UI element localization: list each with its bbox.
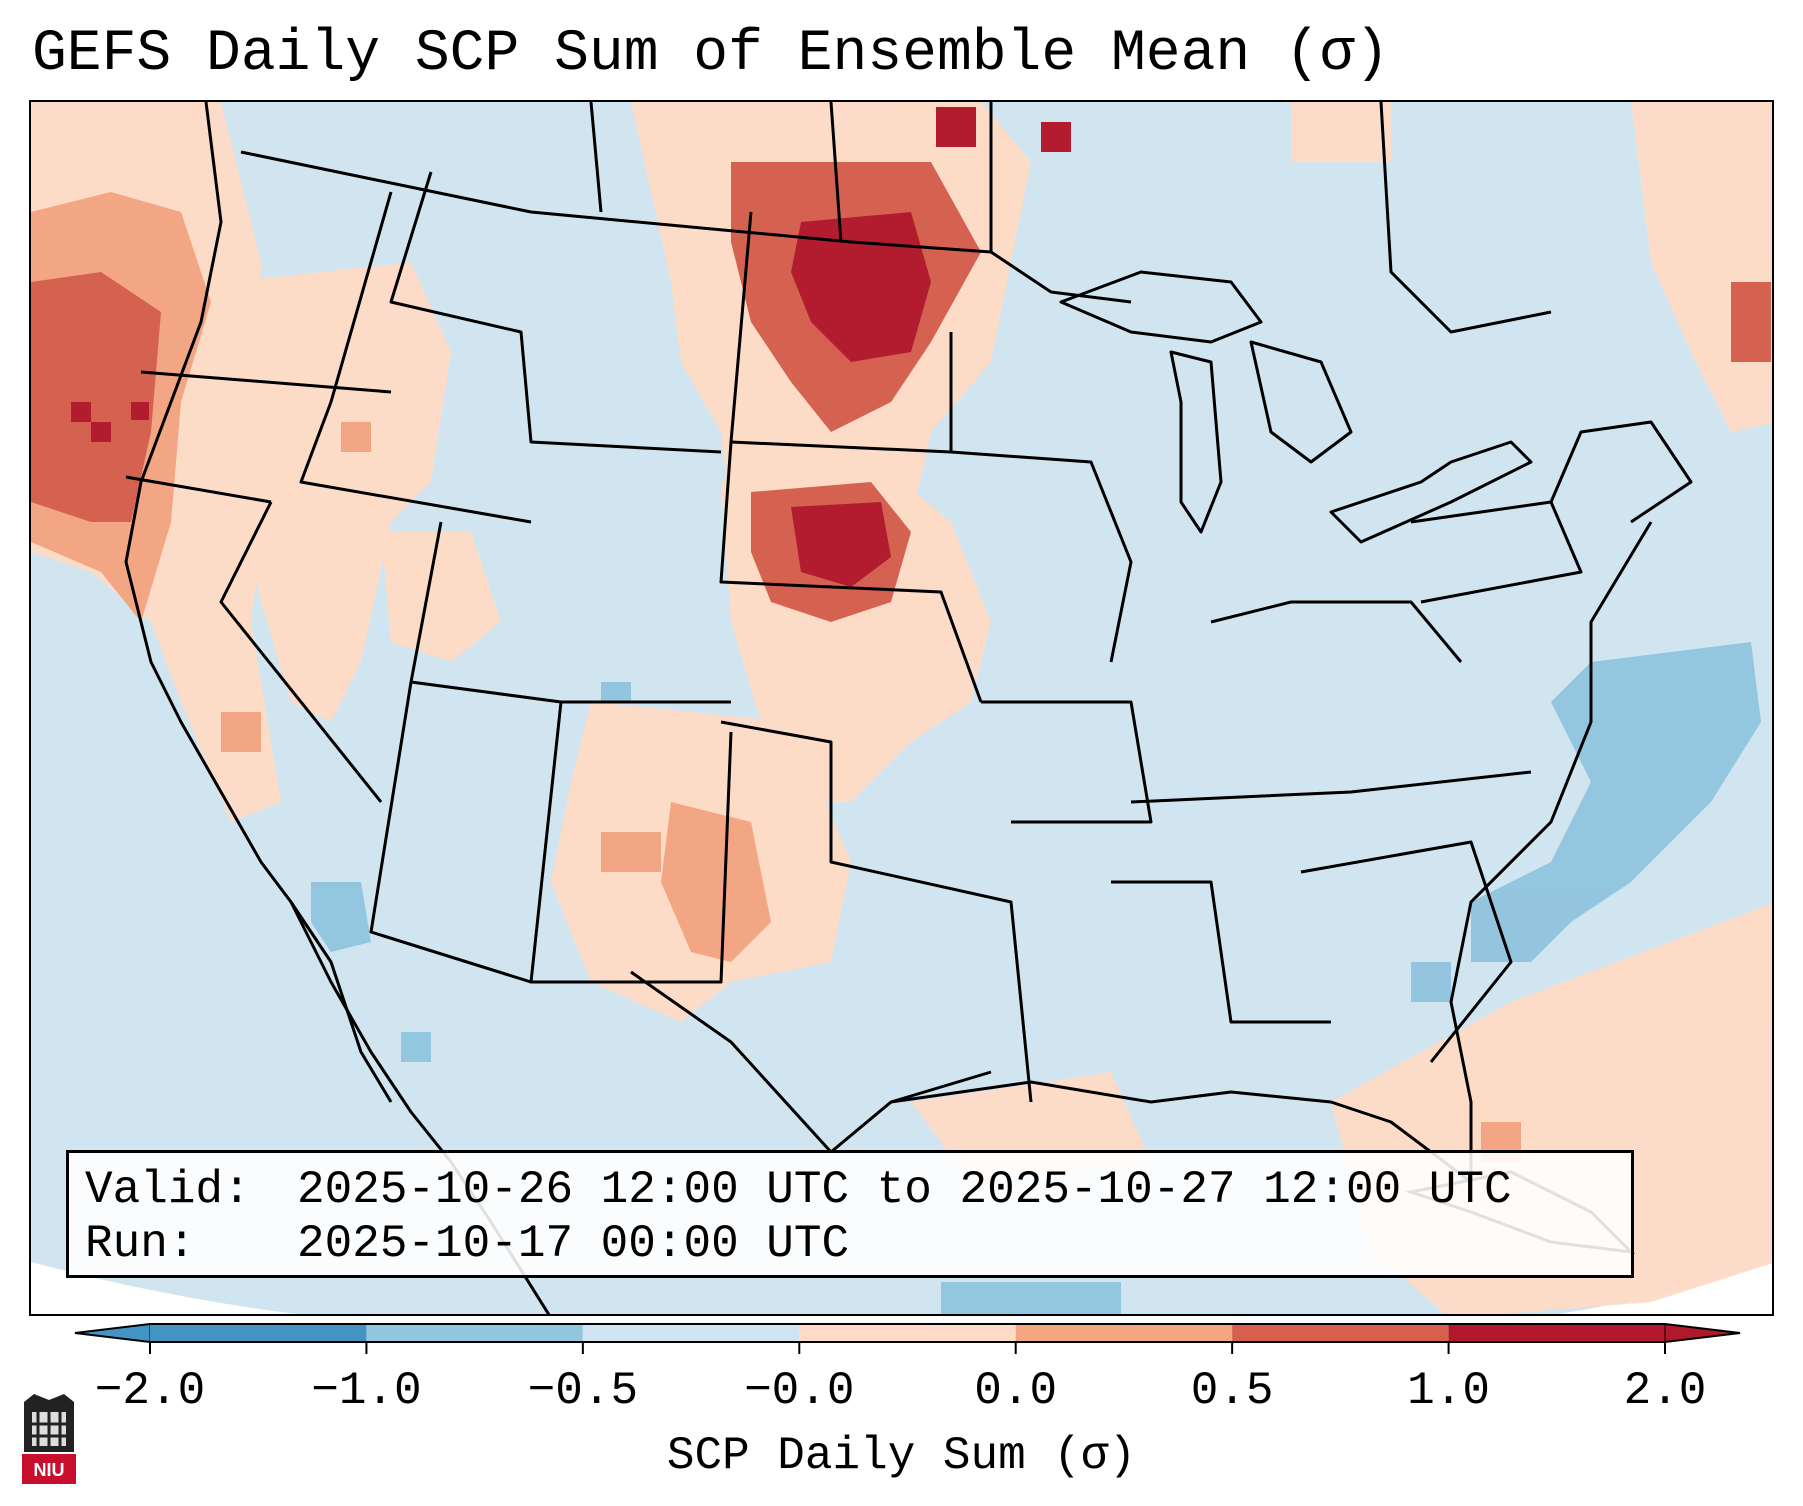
- colorbar-tick-label: 0.5: [1190, 1365, 1274, 1417]
- canada-us-border: [240, 150, 1132, 304]
- anomaly-intermountain: [231, 262, 451, 722]
- state-oklahoma-texas: [720, 720, 1033, 1103]
- anomaly-nebraska-high: [791, 502, 891, 587]
- canada-province-lines: [589, 102, 1552, 334]
- state-new-mexico: [529, 701, 733, 984]
- baja-peninsula: [289, 901, 393, 1103]
- anomaly-gulf-of-california-negative: [311, 882, 371, 952]
- colorbar-tick-label: −2.0: [94, 1365, 206, 1417]
- lake-erie-ontario: [1329, 440, 1533, 544]
- colorbar-segment: [366, 1324, 583, 1342]
- pacific-coastline: [124, 102, 453, 1163]
- anomaly-pnw-high: [31, 272, 161, 522]
- anomaly-pixel: [1291, 102, 1391, 162]
- gulf-coastline: [890, 1080, 1472, 1184]
- colorbar-segment: [1448, 1324, 1665, 1342]
- state-pennsylvania-ny: [1410, 500, 1583, 604]
- colorbar-segment: [1015, 1324, 1233, 1342]
- state-montana-wyoming: [389, 171, 722, 454]
- anomaly-pixel: [91, 422, 111, 442]
- anomaly-southern-plains-mid: [661, 802, 771, 962]
- state-mississippi-alabama: [1111, 880, 1331, 1024]
- colorbar-segment: [799, 1324, 1016, 1342]
- anomaly-pixel: [941, 1282, 1121, 1314]
- projection-edge-right: [1558, 1263, 1772, 1314]
- anomaly-pixel: [1041, 122, 1071, 152]
- valid-row: Valid: 2025-10-26 12:00 UTC to 2025-10-2…: [85, 1163, 1615, 1217]
- colorbar-over-arrow: [1664, 1323, 1741, 1343]
- anomaly-north-dakota-high: [791, 212, 931, 362]
- anomaly-pixel: [221, 712, 261, 752]
- projection-edge-left: [31, 1262, 297, 1314]
- validity-info-box: Valid: 2025-10-26 12:00 UTC to 2025-10-2…: [66, 1150, 1634, 1278]
- colorbar-segment: [582, 1324, 800, 1342]
- atlantic-coastline: [1449, 521, 1653, 1182]
- valid-key: Valid:: [85, 1164, 251, 1216]
- anomaly-western-atlantic-negative: [1471, 642, 1761, 962]
- colorbar-tick-label: −0.5: [527, 1365, 639, 1417]
- colorbar-segment: [150, 1324, 367, 1342]
- state-washington-oregon: [140, 370, 392, 394]
- run-row: Run: 2025-10-17 00:00 UTC: [85, 1217, 1615, 1271]
- colorbar-tick-label: −1.0: [311, 1365, 422, 1417]
- state-georgia-carolinas: [1300, 840, 1513, 1063]
- anomaly-pixel: [131, 402, 149, 420]
- anomaly-pixel: [1731, 282, 1771, 362]
- anomaly-pixel: [601, 682, 631, 702]
- lake-huron: [1249, 340, 1353, 464]
- anomaly-utah: [381, 532, 501, 662]
- run-value: 2025-10-17 00:00 UTC: [297, 1218, 850, 1270]
- anomaly-pixel: [401, 1032, 431, 1062]
- anomaly-pixel: [1411, 962, 1451, 1002]
- state-nebraska-kansas: [719, 441, 983, 703]
- map-svg: [31, 102, 1772, 1314]
- map-panel: [29, 100, 1774, 1316]
- boundaries: [124, 102, 1693, 1314]
- colorbar-ticks: [149, 1342, 1666, 1354]
- valid-value: 2025-10-26 12:00 UTC to 2025-10-27 12:00…: [297, 1164, 1512, 1216]
- colorbar-tick-label: −0.0: [744, 1365, 855, 1417]
- state-dakotas: [729, 211, 953, 454]
- anomaly-pixel: [71, 402, 91, 422]
- state-oregon-california: [125, 475, 272, 504]
- chart-title: GEFS Daily SCP Sum of Ensemble Mean (σ): [32, 22, 1390, 87]
- niu-logo-text: NIU: [34, 1460, 65, 1480]
- anomaly-pixel: [601, 832, 661, 872]
- state-idaho: [299, 191, 532, 524]
- state-missouri-arkansas: [981, 700, 1153, 824]
- state-minnesota-iowa: [950, 450, 1133, 663]
- anomaly-pixel: [936, 107, 976, 147]
- colorbar-segments: [74, 1323, 1741, 1343]
- state-arizona: [369, 681, 532, 984]
- run-key: Run:: [85, 1218, 196, 1270]
- colorbar-tick-label: 1.0: [1407, 1365, 1490, 1417]
- lake-superior: [1059, 270, 1263, 344]
- state-new-england: [1549, 420, 1693, 524]
- colorbar-segment: [1232, 1324, 1449, 1342]
- niu-logo-icon: NIU: [22, 1394, 76, 1484]
- state-utah-colorado: [409, 521, 731, 704]
- lake-michigan: [1169, 350, 1223, 534]
- colorbar: [74, 1323, 1741, 1354]
- state-nevada: [219, 501, 383, 803]
- colorbar-label: SCP Daily Sum (σ): [666, 1430, 1137, 1482]
- colorbar-under-arrow: [74, 1323, 151, 1343]
- state-kentucky-tennessee: [1130, 770, 1532, 804]
- colorbar-tick-label: 2.0: [1623, 1365, 1707, 1417]
- anomaly-pixel: [341, 422, 371, 452]
- colorbar-tick-label: 0.0: [974, 1365, 1058, 1417]
- state-ohio-indiana: [1210, 600, 1463, 663]
